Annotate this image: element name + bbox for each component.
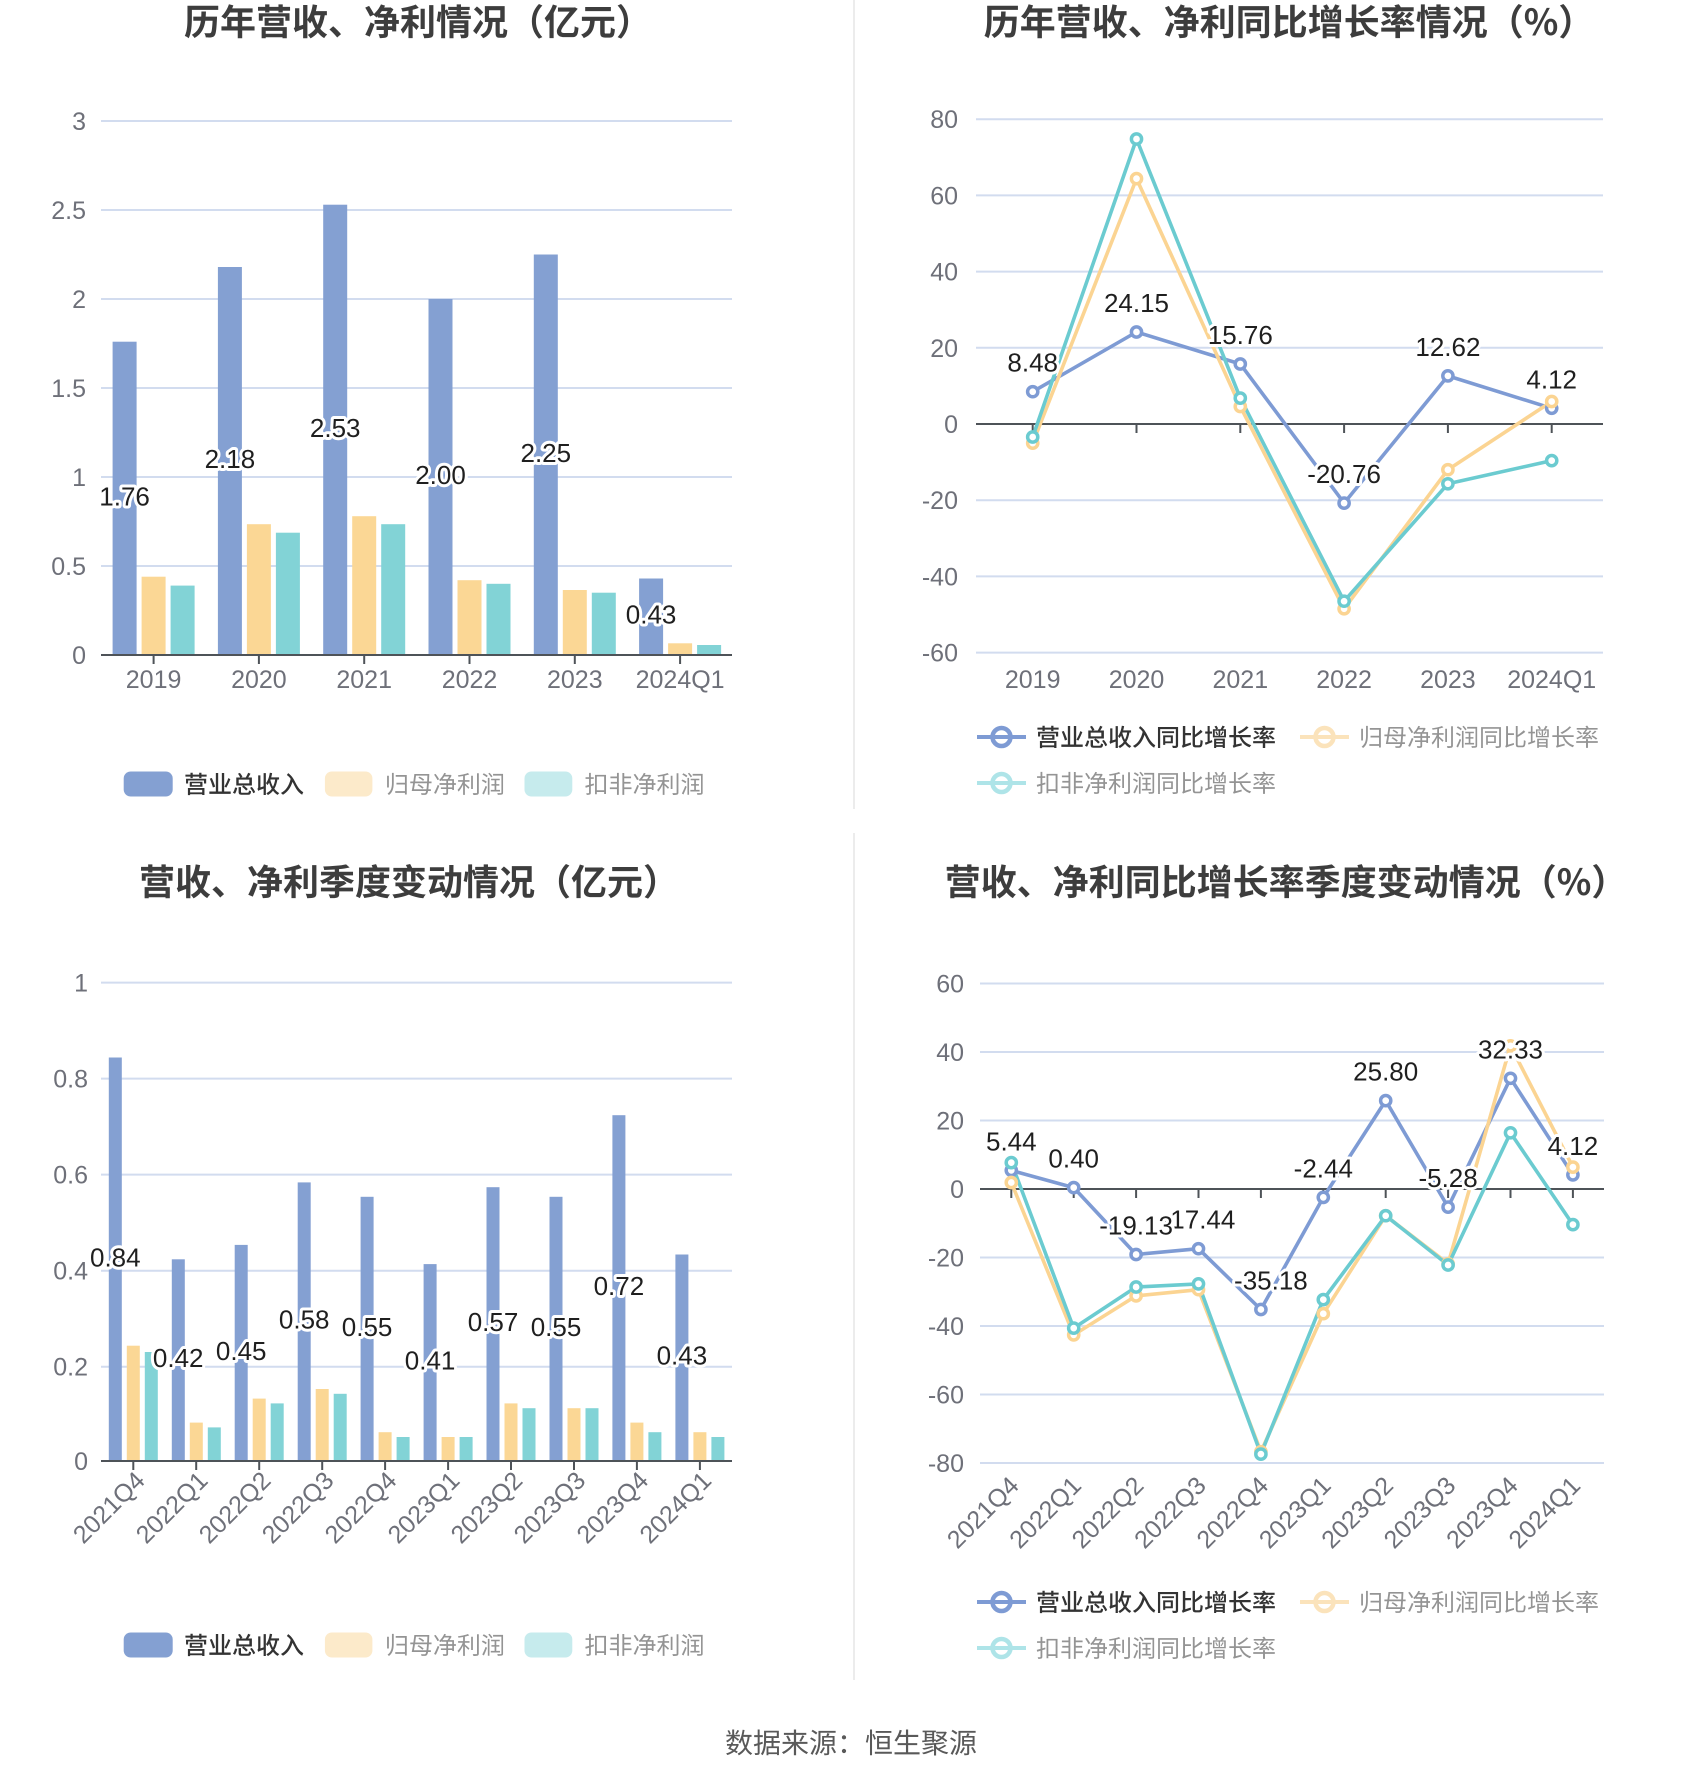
svg-text:2022: 2022	[442, 666, 498, 694]
svg-text:12.62: 12.62	[1415, 332, 1480, 362]
svg-text:2019: 2019	[1005, 666, 1061, 694]
svg-text:-20.76: -20.76	[1307, 459, 1381, 489]
svg-text:0.2: 0.2	[53, 1354, 88, 1382]
svg-text:0.57: 0.57	[468, 1307, 519, 1337]
svg-text:0.6: 0.6	[53, 1162, 88, 1190]
svg-text:-40: -40	[928, 1313, 964, 1341]
svg-text:2019: 2019	[126, 666, 182, 694]
svg-text:0.43: 0.43	[626, 600, 677, 630]
svg-text:-2.44: -2.44	[1294, 1153, 1353, 1183]
svg-text:0.58: 0.58	[279, 1305, 330, 1335]
svg-text:-60: -60	[928, 1382, 964, 1410]
svg-text:0.45: 0.45	[216, 1336, 267, 1366]
svg-text:2022: 2022	[1316, 666, 1372, 694]
svg-text:2.00: 2.00	[415, 460, 466, 490]
svg-text:2024Q1: 2024Q1	[636, 666, 725, 694]
svg-text:8.48: 8.48	[1007, 348, 1058, 378]
svg-text:15.76: 15.76	[1208, 320, 1273, 350]
svg-text:-40: -40	[922, 563, 958, 591]
svg-text:1.5: 1.5	[51, 375, 86, 403]
svg-text:2024Q1: 2024Q1	[1507, 666, 1596, 694]
svg-text:-60: -60	[922, 640, 958, 668]
svg-text:0: 0	[74, 1448, 88, 1476]
svg-text:2.25: 2.25	[520, 438, 571, 468]
svg-text:2023: 2023	[547, 666, 603, 694]
svg-text:40: 40	[930, 259, 958, 287]
svg-text:2: 2	[72, 286, 86, 314]
svg-text:2020: 2020	[231, 666, 287, 694]
svg-text:0.55: 0.55	[531, 1312, 582, 1342]
svg-text:0: 0	[72, 642, 86, 670]
svg-text:60: 60	[936, 971, 964, 999]
svg-text:-35.18: -35.18	[1234, 1266, 1308, 1296]
svg-text:80: 80	[930, 106, 958, 134]
svg-text:0.8: 0.8	[53, 1066, 88, 1094]
svg-text:4.12: 4.12	[1526, 364, 1577, 394]
svg-text:0.55: 0.55	[342, 1312, 393, 1342]
svg-text:0.84: 0.84	[90, 1242, 141, 1272]
svg-text:-20: -20	[922, 487, 958, 515]
svg-text:-17.44: -17.44	[1162, 1205, 1236, 1235]
svg-text:3: 3	[72, 108, 86, 136]
svg-text:-80: -80	[928, 1450, 964, 1478]
svg-text:2024Q1: 2024Q1	[634, 1466, 717, 1549]
svg-text:4.12: 4.12	[1548, 1131, 1599, 1161]
svg-text:1: 1	[74, 970, 88, 998]
svg-text:2.53: 2.53	[310, 413, 361, 443]
svg-text:0.72: 0.72	[594, 1271, 645, 1301]
svg-text:0.5: 0.5	[51, 553, 86, 581]
svg-text:24.15: 24.15	[1104, 288, 1169, 318]
svg-text:0.40: 0.40	[1048, 1144, 1099, 1174]
svg-text:20: 20	[936, 1108, 964, 1136]
svg-text:0.42: 0.42	[153, 1343, 204, 1373]
svg-text:0.4: 0.4	[53, 1258, 88, 1286]
svg-text:1.76: 1.76	[99, 481, 150, 511]
svg-text:2021: 2021	[1212, 666, 1268, 694]
svg-text:40: 40	[936, 1039, 964, 1067]
svg-text:25.80: 25.80	[1353, 1057, 1418, 1087]
svg-text:-19.13: -19.13	[1099, 1211, 1173, 1241]
svg-text:2.18: 2.18	[205, 444, 256, 474]
svg-text:-20: -20	[928, 1245, 964, 1273]
svg-text:2021: 2021	[336, 666, 392, 694]
svg-text:0.41: 0.41	[405, 1346, 456, 1376]
svg-text:0: 0	[950, 1176, 964, 1204]
svg-text:2.5: 2.5	[51, 197, 86, 225]
svg-text:60: 60	[930, 182, 958, 210]
svg-text:-5.28: -5.28	[1418, 1163, 1477, 1193]
svg-text:2023: 2023	[1420, 666, 1476, 694]
svg-text:2020: 2020	[1109, 666, 1165, 694]
svg-text:1: 1	[72, 464, 86, 492]
svg-text:5.44: 5.44	[986, 1126, 1037, 1156]
svg-text:32.33: 32.33	[1478, 1034, 1543, 1064]
svg-text:0.43: 0.43	[657, 1341, 708, 1371]
svg-text:20: 20	[930, 335, 958, 363]
svg-text:0: 0	[944, 411, 958, 439]
